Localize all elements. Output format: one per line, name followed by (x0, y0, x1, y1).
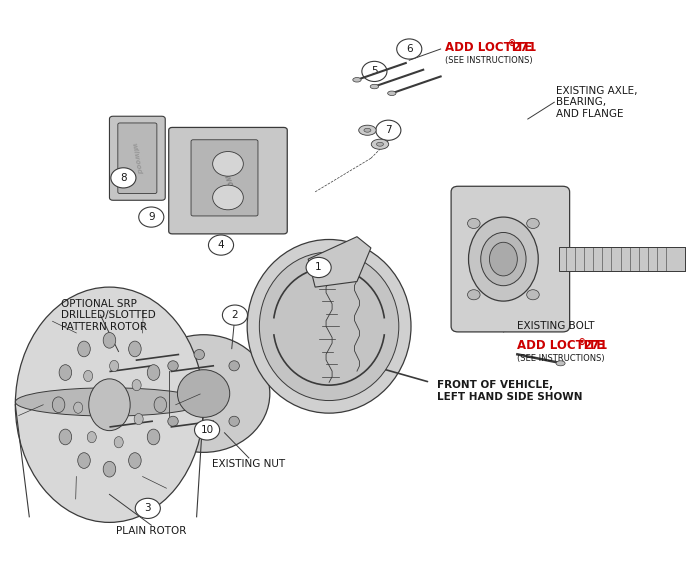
Text: wilwood: wilwood (218, 163, 238, 199)
Text: (SEE INSTRUCTIONS): (SEE INSTRUCTIONS) (444, 56, 533, 65)
Ellipse shape (247, 239, 411, 413)
Circle shape (376, 120, 401, 140)
Ellipse shape (388, 91, 396, 96)
Ellipse shape (129, 453, 141, 468)
Text: 1: 1 (315, 262, 322, 272)
Ellipse shape (154, 397, 167, 413)
Ellipse shape (260, 252, 399, 400)
Ellipse shape (89, 379, 130, 431)
Text: FRONT OF VEHICLE,
LEFT HAND SIDE SHOWN: FRONT OF VEHICLE, LEFT HAND SIDE SHOWN (438, 380, 582, 401)
Ellipse shape (168, 361, 178, 371)
Ellipse shape (88, 432, 97, 443)
FancyBboxPatch shape (451, 186, 570, 332)
Ellipse shape (74, 402, 83, 413)
FancyBboxPatch shape (118, 123, 157, 194)
Circle shape (195, 420, 220, 440)
FancyBboxPatch shape (109, 116, 165, 200)
Ellipse shape (15, 388, 204, 416)
Bar (559, 247, 685, 271)
Text: ®: ® (508, 40, 516, 49)
Ellipse shape (134, 413, 144, 425)
Polygon shape (308, 236, 371, 287)
Ellipse shape (137, 335, 270, 452)
Ellipse shape (229, 361, 239, 371)
Text: EXISTING NUT: EXISTING NUT (212, 459, 286, 468)
Circle shape (362, 61, 387, 82)
Text: 8: 8 (120, 173, 127, 183)
Ellipse shape (168, 416, 178, 426)
Text: EXISTING AXLE,
BEARING,
AND FLANGE: EXISTING AXLE, BEARING, AND FLANGE (556, 86, 637, 119)
Text: 10: 10 (200, 425, 214, 435)
Ellipse shape (468, 217, 538, 301)
Ellipse shape (377, 142, 384, 146)
Ellipse shape (78, 341, 90, 357)
Ellipse shape (103, 333, 116, 348)
Circle shape (223, 305, 248, 325)
Ellipse shape (78, 453, 90, 468)
Text: 9: 9 (148, 212, 155, 222)
Text: wilwood: wilwood (130, 142, 141, 175)
Ellipse shape (114, 437, 123, 448)
Ellipse shape (371, 139, 388, 149)
Circle shape (526, 218, 539, 229)
Circle shape (213, 185, 244, 210)
Circle shape (135, 498, 160, 519)
Text: 3: 3 (144, 503, 151, 513)
Circle shape (213, 151, 244, 176)
Ellipse shape (103, 461, 116, 477)
Ellipse shape (481, 233, 526, 285)
Text: 7: 7 (385, 125, 392, 135)
Text: 5: 5 (371, 66, 378, 77)
Circle shape (111, 168, 136, 188)
Ellipse shape (364, 128, 371, 132)
Text: EXISTING BOLT: EXISTING BOLT (517, 321, 595, 331)
Ellipse shape (52, 397, 65, 413)
Ellipse shape (110, 360, 119, 372)
Ellipse shape (358, 125, 376, 135)
Ellipse shape (15, 287, 204, 522)
Text: ADD LOCTITE: ADD LOCTITE (444, 41, 532, 54)
Ellipse shape (177, 370, 230, 417)
Text: 4: 4 (218, 240, 224, 250)
Ellipse shape (370, 84, 379, 89)
Circle shape (209, 235, 234, 255)
Ellipse shape (147, 365, 160, 381)
FancyBboxPatch shape (169, 127, 287, 234)
Ellipse shape (59, 365, 71, 381)
Ellipse shape (147, 429, 160, 445)
Text: PLAIN ROTOR: PLAIN ROTOR (116, 526, 186, 536)
Circle shape (397, 39, 422, 59)
Text: 271: 271 (583, 339, 607, 352)
Circle shape (526, 290, 539, 300)
Ellipse shape (353, 78, 361, 82)
Text: OPTIONAL SRP
DRILLED/SLOTTED
PATTERN ROTOR: OPTIONAL SRP DRILLED/SLOTTED PATTERN ROT… (61, 298, 155, 332)
Text: 2: 2 (232, 310, 238, 320)
Text: 6: 6 (406, 44, 412, 54)
Circle shape (139, 207, 164, 227)
Ellipse shape (132, 379, 141, 391)
Ellipse shape (556, 361, 565, 366)
Text: ADD LOCTITE: ADD LOCTITE (517, 339, 605, 352)
Text: 271: 271 (512, 41, 537, 54)
Circle shape (306, 257, 331, 278)
Text: (SEE INSTRUCTIONS): (SEE INSTRUCTIONS) (517, 354, 605, 363)
Circle shape (468, 290, 480, 300)
Ellipse shape (59, 429, 71, 445)
Ellipse shape (129, 341, 141, 357)
Text: ®: ® (578, 338, 586, 347)
FancyBboxPatch shape (191, 140, 258, 216)
Ellipse shape (229, 416, 239, 426)
Ellipse shape (194, 350, 204, 360)
Ellipse shape (83, 370, 92, 382)
Ellipse shape (489, 242, 517, 276)
Circle shape (468, 218, 480, 229)
